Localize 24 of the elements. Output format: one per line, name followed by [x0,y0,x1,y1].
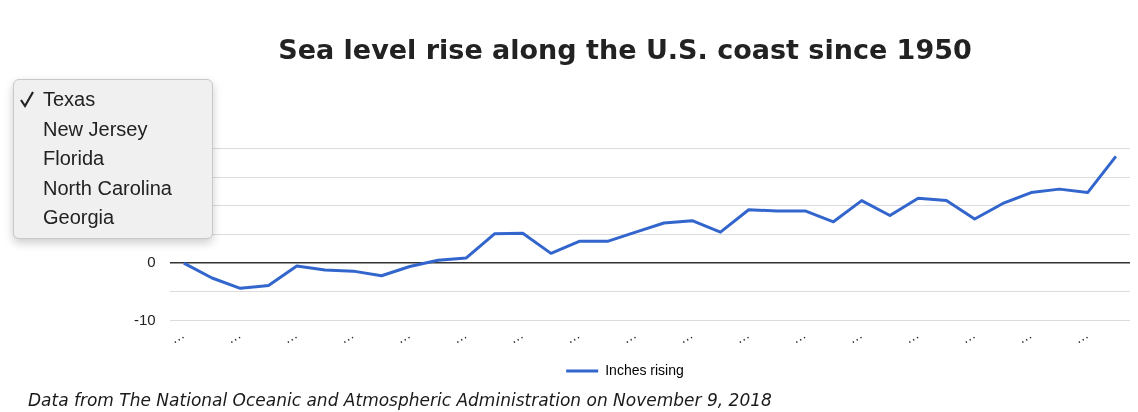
x-tick-label: … [1014,325,1035,347]
x-tick-label: … [844,325,866,347]
text: Data from The National Oceanic and Atmospheric Administration on November 9, 2018 [28,390,772,410]
annotation: North Carolina [43,175,172,200]
x-tick-label: … [619,325,640,347]
x-tick-label: … [223,325,244,347]
x-tick-label: … [788,325,809,347]
x-tick-label: … [1070,325,1092,347]
dropdown-menu: Texas New Jersey Florida North Carolina Georgia [13,79,213,239]
x-tick-label: … [562,325,583,347]
x-tick-label: … [732,325,753,347]
x-tick-label: … [336,325,357,347]
x-tick-label: … [449,325,470,347]
x-tick-label: … [167,325,188,347]
x-tick-label: … [393,325,414,347]
x-tick-label: … [675,325,696,347]
chart-title: Sea level rise along the U.S. coast since 1950 [278,34,972,66]
y-tick-label: 0 [147,253,156,271]
x-tick-label: … [280,325,301,347]
x-tick-label: … [506,325,527,347]
legend-label: Inches rising [605,361,684,378]
x-tick-label: … [957,325,979,347]
x-tick-label: … [901,325,922,347]
y-tick-label: -10 [133,310,156,328]
